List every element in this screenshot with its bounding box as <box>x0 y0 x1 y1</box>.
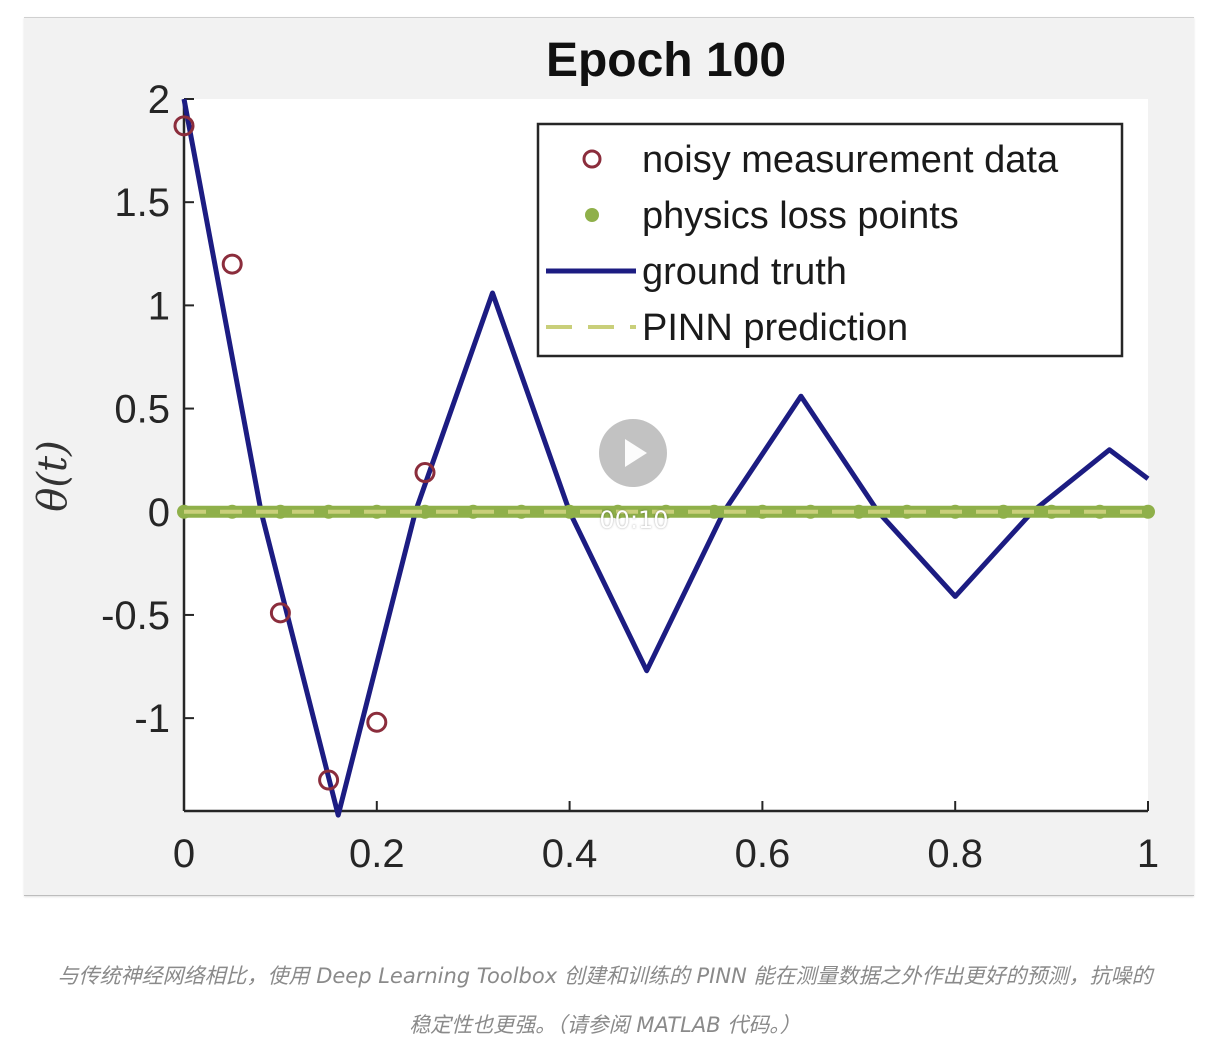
measurement-point <box>414 462 436 484</box>
x-tick-label: 0.8 <box>927 832 983 876</box>
x-tick-label: 0.4 <box>542 832 598 876</box>
play-icon <box>625 439 647 467</box>
measurement-point <box>221 253 243 275</box>
chart-title: Epoch 100 <box>546 34 786 87</box>
video-play-button[interactable] <box>599 419 667 487</box>
legend-box <box>536 122 1124 358</box>
figure-frame: Epoch 100 θ(t) 0 0.2 0.4 0.6 0.8 1 2 1.5 1 0.5 0 -0… <box>24 17 1194 896</box>
ground-truth-line <box>181 98 1150 818</box>
y-tick-label: 0.5 <box>114 388 170 432</box>
y-tick-label: -1 <box>134 697 170 741</box>
y-tick-label: -0.5 <box>101 594 170 638</box>
y-tick-label: 1 <box>148 284 170 328</box>
measurement-point <box>318 769 340 791</box>
y-axis-label: θ(t) <box>30 440 76 511</box>
caption-line-2: 稳定性也更强。（请参阅 MATLAB 代码。） <box>409 1013 801 1037</box>
x-tick-label: 0 <box>173 832 195 876</box>
y-tick-label: 0 <box>148 491 170 535</box>
legend-label: ground truth <box>642 251 847 293</box>
x-tick-label: 0.2 <box>349 832 405 876</box>
measurement-point <box>269 602 291 624</box>
chart: Epoch 100 θ(t) 0 0.2 0.4 0.6 0.8 1 2 1.5 1 0.5 0 -0… <box>30 34 1159 876</box>
x-tick-label: 1 <box>1137 832 1159 876</box>
y-tick-label: 1.5 <box>114 181 170 225</box>
caption-line-1: 与传统神经网络相比，使用 Deep Learning Toolbox 创建和训练… <box>57 964 1153 988</box>
measurement-point <box>173 115 195 137</box>
legend-marker-circle <box>582 149 602 169</box>
y-tick-label: 2 <box>148 78 170 122</box>
video-timestamp: 00:10 <box>599 506 669 534</box>
x-tick-label: 0.6 <box>735 832 791 876</box>
legend-marker-dot <box>585 208 599 222</box>
measurement-point <box>366 711 388 733</box>
figure-caption: 与传统神经网络相比，使用 Deep Learning Toolbox 创建和训练… <box>20 952 1190 1050</box>
legend-label: physics loss points <box>642 195 959 237</box>
legend-label: PINN prediction <box>642 307 908 349</box>
legend-label: noisy measurement data <box>642 139 1059 181</box>
